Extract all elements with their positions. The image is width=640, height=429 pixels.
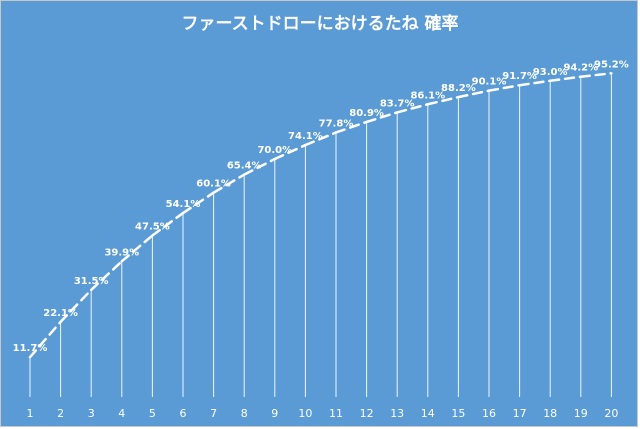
data-labels-group: 11.7% 22.1% 31.5% 39.9% 47.5% 54.1% 60.1% 65.4%… [13, 59, 629, 354]
x-tick-label: 17 [513, 407, 527, 420]
drop-lines-group [29, 73, 612, 397]
data-label: 60.1% [196, 179, 231, 190]
series-line-segment [334, 120, 368, 134]
x-tick-label: 16 [482, 407, 496, 420]
data-label: 86.1% [410, 90, 445, 101]
series-line-segment [273, 143, 307, 161]
x-tick-label: 14 [421, 407, 435, 420]
x-tick-label: 18 [543, 407, 557, 420]
data-label: 31.5% [74, 276, 109, 287]
x-tick-label: 10 [298, 407, 312, 420]
x-tick-label: 15 [451, 407, 465, 420]
x-tick-label: 8 [241, 407, 248, 420]
data-label: 54.1% [166, 199, 201, 210]
series-line-group [28, 72, 613, 359]
series-line-segment [365, 111, 399, 124]
series-line-segment [579, 72, 613, 78]
series-line-segment [212, 173, 246, 194]
x-tick-label: 2 [57, 407, 64, 420]
series-line-segment [457, 89, 491, 99]
series-line-segment [487, 83, 521, 92]
x-tick-label: 4 [118, 407, 125, 420]
data-label: 74.1% [288, 131, 323, 142]
x-tick-label: 6 [180, 407, 187, 420]
series-line-segment [181, 191, 215, 215]
data-label: 77.8% [319, 118, 354, 129]
data-label: 83.7% [380, 98, 415, 109]
series-line-segment [120, 234, 154, 263]
x-tick-label: 19 [574, 407, 588, 420]
chart-title: ファーストドローにおけるたね 確率 [181, 13, 458, 34]
series-line-segment [89, 260, 124, 292]
series-line-segment [518, 79, 552, 87]
series-line-segment [28, 320, 62, 359]
data-label: 70.0% [257, 145, 292, 156]
series-line-segment [426, 95, 460, 106]
data-label: 88.2% [441, 83, 476, 94]
data-label: 95.2% [594, 59, 629, 70]
x-tick-label: 3 [88, 407, 95, 420]
data-label: 22.1% [43, 308, 78, 319]
data-label: 11.7% [13, 343, 48, 354]
data-label: 94.2% [563, 63, 598, 74]
series-line-segment [59, 288, 93, 324]
series-line-segment [304, 131, 338, 147]
x-tick-label: 12 [360, 407, 374, 420]
x-tick-label: 13 [390, 407, 404, 420]
data-label: 91.7% [502, 71, 537, 82]
data-label: 65.4% [227, 161, 262, 172]
series-line-segment [395, 103, 430, 114]
x-tick-label: 7 [210, 407, 217, 420]
data-label: 47.5% [135, 222, 170, 233]
x-axis-tick-labels: 1 2 3 4 5 6 7 8 9 10 11 12 13 14 15 16 17 18 19 20 [27, 407, 619, 420]
x-tick-label: 20 [604, 407, 618, 420]
data-label: 39.9% [104, 247, 139, 258]
data-label: 90.1% [472, 77, 507, 88]
x-tick-label: 1 [27, 407, 34, 420]
series-line-segment [548, 75, 583, 83]
data-label: 80.9% [349, 108, 384, 119]
x-tick-label: 11 [329, 407, 343, 420]
x-tick-label: 9 [271, 407, 278, 420]
data-label: 93.0% [533, 67, 568, 78]
x-tick-label: 5 [149, 407, 156, 420]
series-line-segment [151, 211, 185, 237]
series-line-segment [242, 157, 277, 176]
